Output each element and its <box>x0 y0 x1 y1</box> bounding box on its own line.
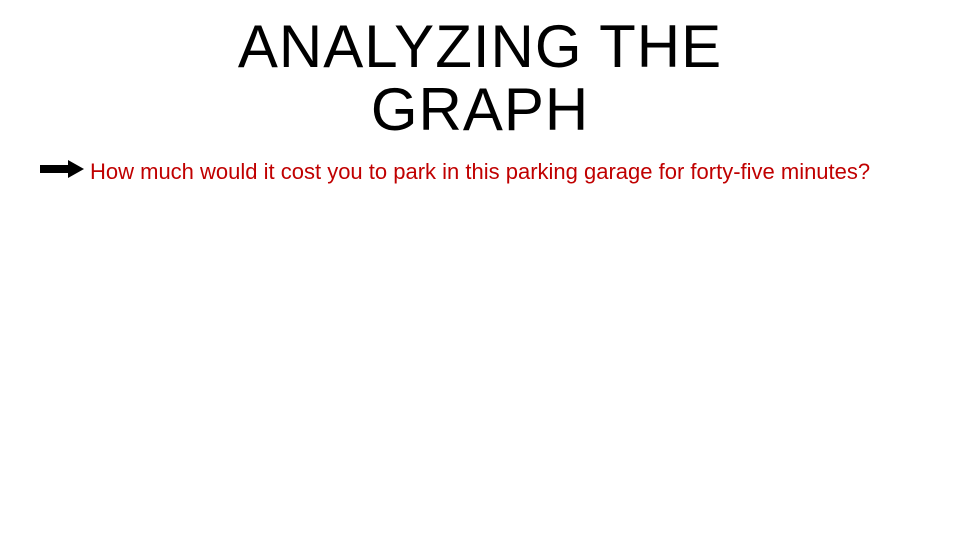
bullet-arrow-icon <box>40 160 84 178</box>
title-line-1: ANALYZING THE <box>238 13 722 80</box>
slide: ANALYZING THE GRAPH How much would it co… <box>0 0 960 540</box>
arrow-head <box>68 160 84 178</box>
slide-title: ANALYZING THE GRAPH <box>0 15 960 141</box>
title-line-2: GRAPH <box>371 76 589 143</box>
arrow-shaft <box>40 165 70 173</box>
question-text: How much would it cost you to park in th… <box>90 158 900 187</box>
